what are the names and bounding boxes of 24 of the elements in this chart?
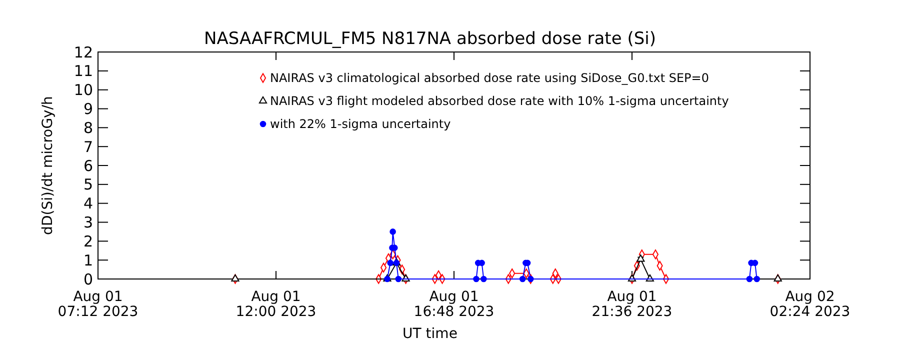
y-tick-label: 10 bbox=[74, 81, 93, 100]
y-tick-label: 7 bbox=[83, 138, 93, 156]
y-tick-label: 1 bbox=[83, 251, 93, 270]
x-tick-label: Aug 01 07:12 2023 bbox=[58, 289, 138, 320]
legend-label: NAIRAS v3 climatological absorbed dose rate using SiDose_G0.txt SEP=0 bbox=[270, 71, 709, 86]
y-tick-label: 5 bbox=[83, 176, 93, 194]
y-tick-label: 11 bbox=[74, 62, 93, 80]
y-tick-label: 6 bbox=[83, 156, 93, 175]
y-tick-label: 12 bbox=[74, 43, 93, 62]
legend-label: with 22% 1-sigma uncertainty bbox=[270, 117, 451, 132]
y-tick-label: 9 bbox=[83, 100, 93, 118]
y-tick-label: 4 bbox=[83, 194, 93, 213]
y-axis-title: dD(Si)/dt microGy/h bbox=[40, 96, 56, 235]
x-tick-label: Aug 01 21:36 2023 bbox=[592, 289, 672, 320]
legend-label: NAIRAS v3 flight modeled absorbed dose rate with 10% 1-sigma uncertainty bbox=[270, 94, 729, 108]
y-tick-label: 3 bbox=[83, 214, 93, 232]
y-tick-label: 2 bbox=[83, 232, 93, 250]
x-axis-title: UT time bbox=[402, 326, 458, 342]
chart-title: NASAAFRCMUL_FM5 N817NA absorbed dose rate (Si) bbox=[204, 29, 656, 49]
y-tick-label: 8 bbox=[83, 118, 93, 137]
x-tick-label: Aug 01 16:48 2023 bbox=[414, 289, 494, 320]
x-tick-label: Aug 01 12:00 2023 bbox=[236, 289, 316, 320]
x-tick-label: Aug 02 02:24 2023 bbox=[770, 289, 850, 320]
y-tick-label: 0 bbox=[83, 270, 93, 288]
